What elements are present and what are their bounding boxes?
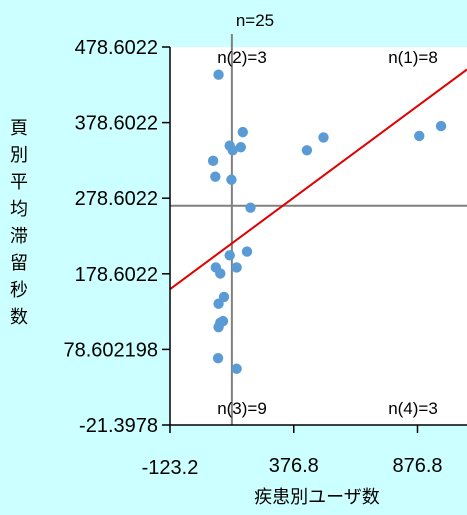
data-point-18 xyxy=(215,268,226,279)
y-tick-label: -21.3978 xyxy=(79,415,158,437)
data-point-13 xyxy=(435,120,447,132)
quadrant-label-q1: n(1)=8 xyxy=(388,48,438,67)
data-point-17 xyxy=(231,262,242,273)
data-point-2 xyxy=(237,126,249,138)
x-tick-label: 876.8 xyxy=(392,455,442,477)
data-point-1 xyxy=(213,69,224,80)
data-point-9 xyxy=(245,202,256,213)
data-point-7 xyxy=(210,171,221,182)
y-tick-label: 78.602198 xyxy=(63,339,158,361)
y-tick-label: 178.6022 xyxy=(75,264,158,286)
plot-area xyxy=(170,47,467,425)
chart-title: n=25 xyxy=(236,11,274,30)
y-tick-label: 278.6022 xyxy=(75,188,158,210)
quadrant-label-q4: n(4)=3 xyxy=(388,399,438,418)
quadrant-label-q2: n(2)=3 xyxy=(217,48,267,67)
y-axis-title: 頁別平均滞留秒数 xyxy=(10,118,28,328)
y-tick-label: 478.6022 xyxy=(75,37,158,59)
data-point-6 xyxy=(207,155,219,167)
x-tick-label: 376.8 xyxy=(269,455,319,477)
data-point-5 xyxy=(235,142,247,153)
data-point-23 xyxy=(213,321,224,333)
data-points xyxy=(207,69,447,374)
data-point-12 xyxy=(414,130,425,142)
x-axis-ticks: -123.2 376.8 876.8 xyxy=(142,425,443,479)
data-point-20 xyxy=(213,298,224,309)
data-point-8 xyxy=(226,174,237,185)
data-point-10 xyxy=(301,145,313,156)
quadrant-label-q3: n(3)=9 xyxy=(217,399,267,418)
data-point-4 xyxy=(227,145,238,156)
data-point-24 xyxy=(212,352,224,364)
y-tick-label: 378.6022 xyxy=(75,113,158,135)
data-point-14 xyxy=(241,246,253,257)
x-axis-title: 疾患別ユーザ数 xyxy=(254,487,380,508)
x-tick-label: -123.2 xyxy=(142,457,199,479)
data-point-11 xyxy=(318,132,329,143)
data-point-15 xyxy=(224,250,235,261)
y-axis-ticks: 478.6022 378.6022 278.6022 178.6022 78.60219… xyxy=(63,37,170,437)
trend-line xyxy=(169,68,467,290)
data-point-25 xyxy=(231,363,242,374)
